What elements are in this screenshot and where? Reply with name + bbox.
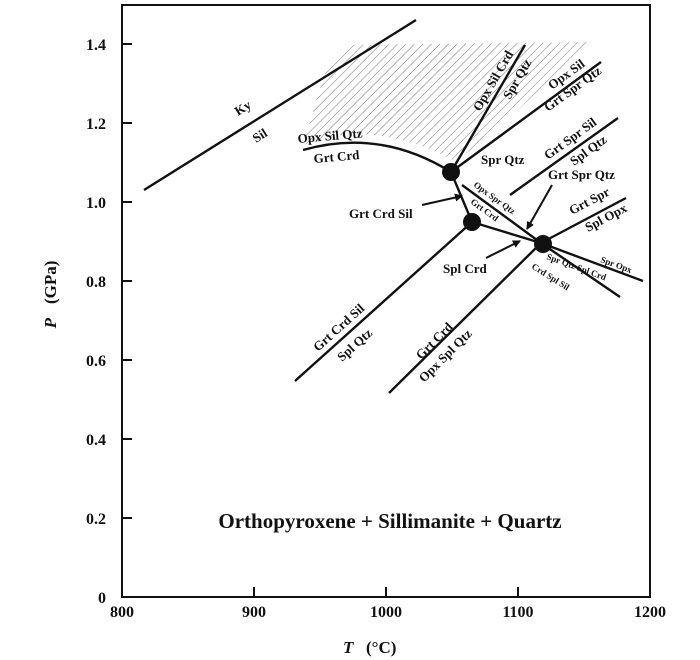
x-tick-label: 1200 xyxy=(634,604,666,621)
grt-spr-sil-line xyxy=(509,117,619,196)
field-title: Orthopyroxene + Sillimanite + Quartz xyxy=(218,509,561,533)
y-tick-label: 0.4 xyxy=(86,432,106,449)
opx-spl-qtz-line xyxy=(388,242,542,394)
y-tick-label: 1.2 xyxy=(86,116,106,133)
spl-crd-line xyxy=(471,220,542,245)
y-tick-label: 0.2 xyxy=(86,511,106,528)
x-tick-label: 1000 xyxy=(370,604,402,621)
invariant-point xyxy=(442,163,460,181)
invariant-point xyxy=(534,235,552,253)
svg-text:P: P xyxy=(41,317,60,329)
y-tick-label: 1.4 xyxy=(86,37,106,54)
label-spr-qtz-mid: Spr Qtz xyxy=(481,152,525,167)
y-axis-title: P (GPa) xyxy=(41,261,60,330)
x-ticks xyxy=(253,587,519,597)
label-grt-crd-upper: Grt Crd xyxy=(313,147,361,166)
label-grt-spr-qtz-pointer: Grt Spr Qtz xyxy=(548,167,615,182)
pointer-arrow xyxy=(526,184,553,230)
spr-qtz-spl-crd-line xyxy=(540,241,644,283)
grt-crd-sil-line xyxy=(294,221,473,382)
invariant-point xyxy=(463,213,481,231)
y-tick-label: 0.8 xyxy=(86,274,106,291)
y-ticks xyxy=(122,43,132,598)
pointer-arrow xyxy=(421,193,463,206)
svg-text:(GPa): (GPa) xyxy=(41,261,60,304)
y-tick-label: 0.6 xyxy=(86,353,106,370)
x-tick-label: 800 xyxy=(110,604,134,621)
label-opx-sil-qtz: Opx Sil Qtz xyxy=(297,125,363,146)
x-tick-label: 1100 xyxy=(502,604,533,621)
ky-sil-line xyxy=(143,18,417,192)
x-tick-label: 900 xyxy=(242,604,266,621)
x-axis-title: T (°C) xyxy=(343,638,396,657)
label-ky: Ky xyxy=(232,97,254,119)
pointer-arrow xyxy=(485,240,521,259)
label-spl-crd: Spl Crd xyxy=(443,261,487,276)
label-grt-crd-sil-pointer: Grt Crd Sil xyxy=(349,206,413,221)
opx-sil-crd-line xyxy=(449,44,527,173)
label-sil: Sil xyxy=(250,125,271,146)
hatched-field xyxy=(303,42,590,162)
svg-text:T: T xyxy=(343,638,354,657)
grt-spr-spl-opx-line xyxy=(540,196,627,245)
y-tick-label: 0 xyxy=(98,590,106,607)
crd-spl-sil-line xyxy=(540,242,621,298)
opx-spr-qtz-line xyxy=(461,184,542,244)
svg-text:(°C): (°C) xyxy=(366,638,396,657)
opx-sil-grt-spr-qtz-line xyxy=(450,61,602,173)
y-tick-label: 1.0 xyxy=(86,195,106,212)
grt-crd-curve xyxy=(302,141,452,174)
